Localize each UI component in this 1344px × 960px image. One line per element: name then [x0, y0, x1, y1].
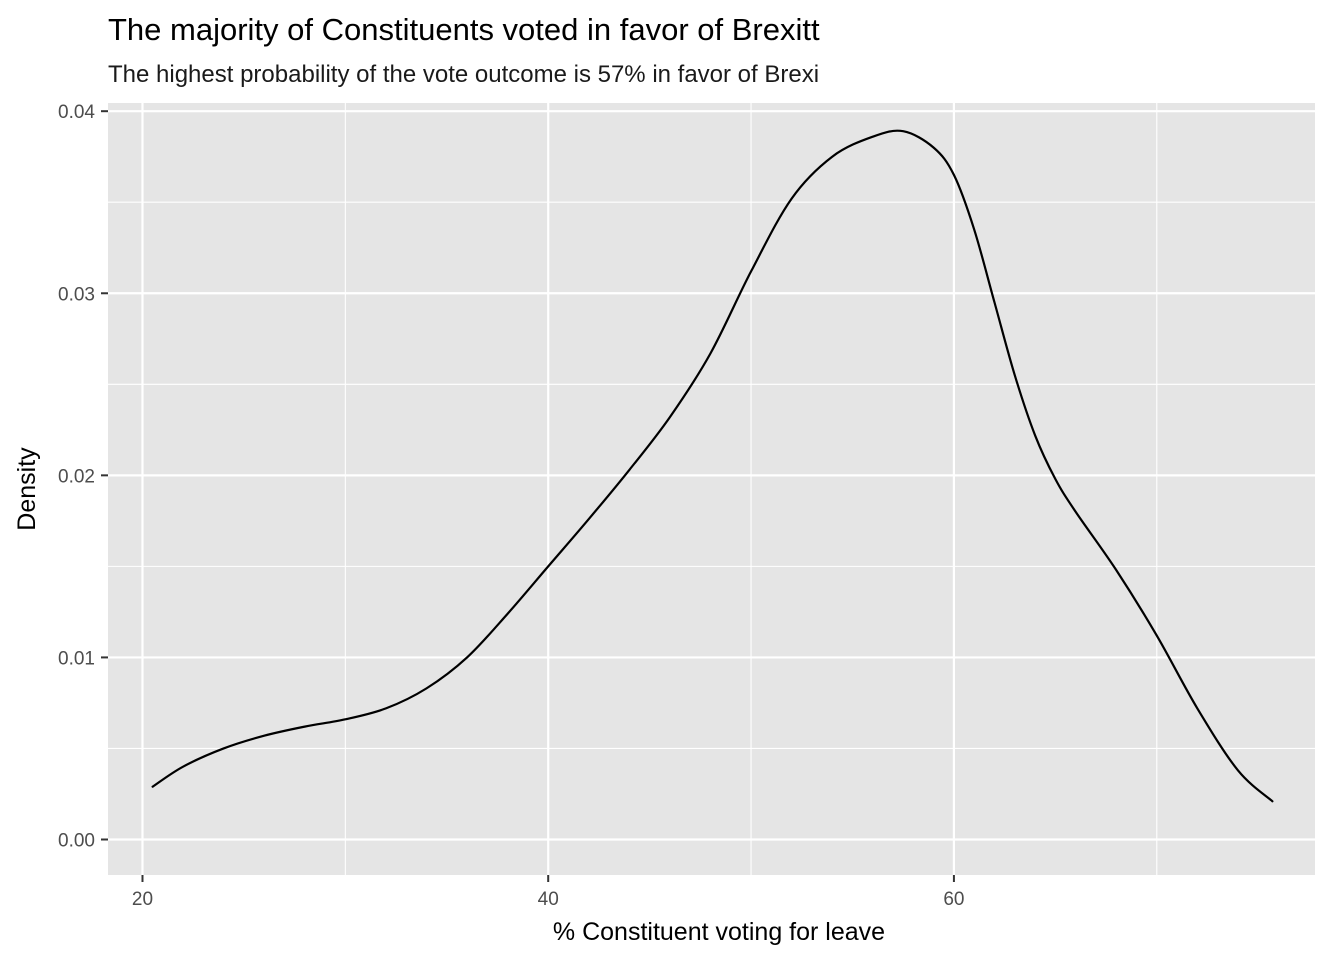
density-curve	[151, 129, 1274, 803]
x-tick-label: 20	[132, 889, 153, 910]
minor-grid-lines	[108, 103, 1315, 875]
y-axis: 0.00 0.01 0.02 0.03 0.04	[58, 102, 108, 851]
y-tick-label: 0.04	[58, 102, 95, 123]
y-tick-label: 0.03	[58, 284, 95, 305]
x-tick-label: 40	[538, 889, 559, 910]
x-axis: 20 40 60	[132, 875, 964, 910]
y-axis-title: Density	[13, 447, 41, 531]
plot-panel	[108, 103, 1315, 875]
y-tick-label: 0.02	[58, 466, 95, 487]
chart-subtitle: The highest probability of the vote outc…	[108, 61, 819, 88]
x-axis-title: % Constituent voting for leave	[553, 918, 885, 946]
major-grid-lines	[108, 103, 1315, 875]
y-tick-label: 0.01	[58, 648, 95, 669]
chart-title: The majority of Constituents voted in fa…	[108, 12, 820, 47]
x-tick-label: 60	[943, 889, 964, 910]
y-tick-label: 0.00	[58, 830, 95, 851]
